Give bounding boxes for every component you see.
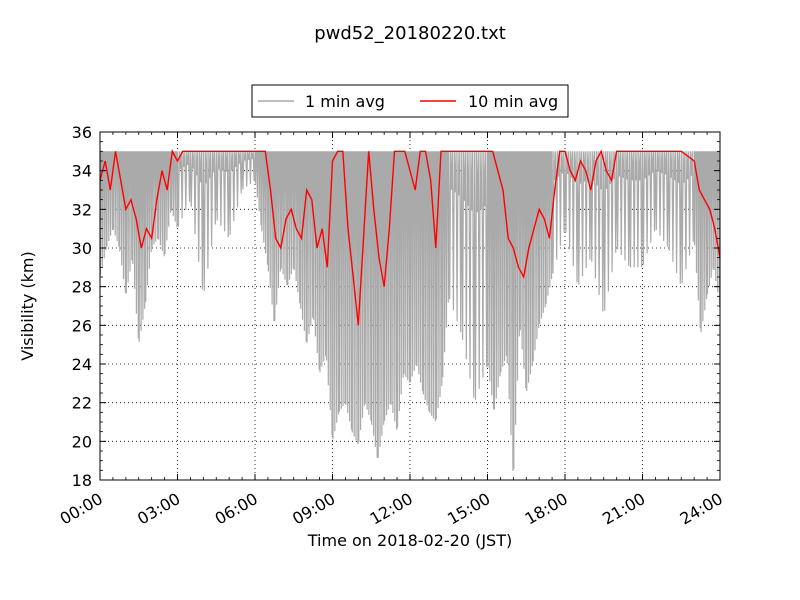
y-tick-label: 18	[72, 471, 92, 490]
y-tick-label: 32	[72, 200, 92, 219]
y-tick-label: 24	[72, 355, 92, 374]
y-tick-label: 22	[72, 394, 92, 413]
legend-box	[251, 84, 569, 118]
y-axis-label: Visibility (km)	[18, 251, 37, 360]
x-axis-label: Time on 2018-02-20 (JST)	[307, 531, 512, 550]
legend-label-10min: 10 min avg	[468, 92, 558, 111]
line-10min-avg	[99, 149, 721, 326]
y-tick-label: 36	[72, 123, 92, 142]
line-1min-avg	[99, 151, 721, 472]
series-1min-avg	[99, 151, 721, 472]
series-10min-avg	[99, 149, 721, 326]
chart-title: pwd52_20180220.txt	[314, 23, 506, 44]
legend-label-1min: 1 min avg	[305, 92, 385, 111]
y-tick-label: 20	[72, 432, 92, 451]
y-tick-label: 30	[72, 239, 92, 258]
plot-frame	[99, 131, 721, 481]
y-tick-label: 34	[72, 162, 92, 181]
y-tick-labels: 18 20 22 24 26 28 30 32 34 36	[72, 123, 92, 490]
y-tick-label: 26	[72, 316, 92, 335]
legend: 1 min avg 10 min avg	[251, 84, 569, 118]
y-tick-label: 28	[72, 278, 92, 297]
